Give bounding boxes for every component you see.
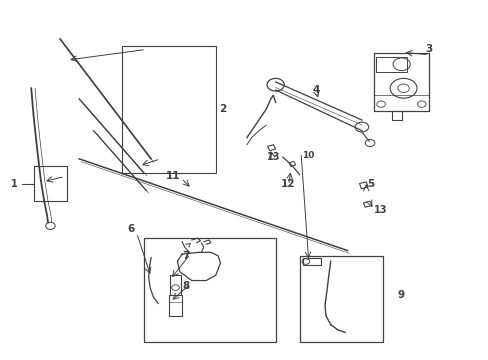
Bar: [303, 258, 321, 265]
Bar: [170, 275, 181, 294]
Bar: [373, 53, 428, 111]
Text: 13: 13: [373, 205, 386, 215]
Text: 5: 5: [366, 179, 373, 189]
Text: 2: 2: [219, 104, 226, 114]
Bar: [34, 166, 67, 201]
Text: 7: 7: [182, 251, 189, 261]
Text: 3: 3: [425, 45, 432, 54]
Bar: [143, 238, 275, 342]
Text: 10: 10: [302, 151, 314, 160]
Bar: [299, 256, 383, 342]
Text: 12: 12: [280, 179, 294, 189]
Text: 6: 6: [127, 224, 134, 234]
Text: 13: 13: [266, 152, 280, 162]
Text: 4: 4: [312, 85, 320, 95]
Bar: [168, 294, 182, 316]
Text: 1: 1: [11, 179, 18, 189]
Text: 9: 9: [397, 290, 404, 300]
Text: 11: 11: [165, 171, 180, 181]
Bar: [122, 46, 215, 173]
Bar: [376, 57, 406, 72]
Text: 8: 8: [182, 281, 189, 291]
